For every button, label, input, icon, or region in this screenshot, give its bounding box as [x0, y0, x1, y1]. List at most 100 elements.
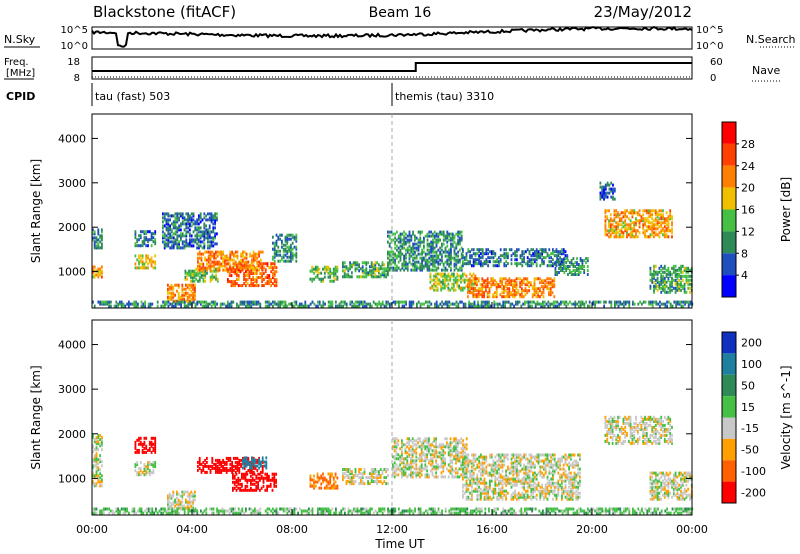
nsky-tick-bottom: 10^0: [61, 41, 88, 52]
xtick-label-4: 16:00: [476, 523, 508, 536]
nave-label: Nave: [752, 64, 780, 77]
nsearch-label: N.Search: [746, 33, 796, 46]
nsky-series-line: [91, 25, 693, 48]
velocity-ytick-label: 2000: [58, 428, 86, 441]
station-title: Blackstone (fitACF): [93, 3, 236, 21]
power-region-16: [554, 257, 589, 276]
velocity-region-4: [197, 456, 264, 474]
power-colorbar-swatch-4: [722, 209, 736, 232]
velocity-region-7: [309, 472, 339, 490]
power-region-14: [462, 248, 569, 268]
cpid-label: CPID: [6, 90, 35, 103]
freq-series-line: [92, 62, 692, 72]
nsearch-tick-bottom: 10^0: [696, 41, 723, 52]
power-region-10: [309, 265, 339, 283]
velocity-ylabel: Slant Range [km]: [29, 365, 43, 469]
power-region-20: [92, 300, 694, 308]
power-region-7: [227, 262, 278, 288]
power-colorbar-swatch-3: [722, 187, 736, 210]
xtick-label-1: 04:00: [176, 523, 208, 536]
power-colorbar-title: Power [dB]: [779, 177, 793, 242]
velocity-region-13: [92, 507, 694, 515]
xtick-label-3: 12:00: [376, 523, 408, 536]
freq-tick-top: 18: [67, 57, 80, 68]
power-colorbar-label: 16: [741, 204, 755, 217]
velocity-ytick-label: 4000: [58, 339, 86, 352]
velocity-colorbar-label: 200: [741, 337, 762, 350]
nsky-panel-frame: [91, 26, 693, 50]
velocity-colorbar-label: 50: [741, 379, 755, 392]
freq-tick-bottom: 8: [74, 73, 80, 84]
power-colorbar-label: 24: [741, 160, 755, 173]
x-axis-title: Time UT: [374, 537, 425, 551]
xtick-label-5: 20:00: [576, 523, 608, 536]
power-colorbar-label: 20: [741, 182, 755, 195]
velocity-colorbar-label: 15: [741, 401, 755, 414]
power-colorbar-label: 8: [741, 247, 748, 260]
velocity-colorbar-swatch-3: [722, 396, 736, 418]
velocity-colorbar-swatch-1: [722, 353, 736, 375]
velocity-colorbar-label: -100: [741, 465, 766, 478]
beam-label: Beam 16: [369, 5, 432, 21]
power-ytick-label: 3000: [58, 177, 86, 190]
velocity-colorbar-label: -15: [741, 422, 759, 435]
date-label: 23/May/2012: [594, 3, 692, 21]
nsky-label: N.Sky: [4, 33, 36, 46]
velocity-region-9: [392, 437, 468, 479]
nsky-tick-top: 10^5: [61, 25, 88, 36]
velocity-colorbar-swatch-6: [722, 460, 736, 482]
power-ytick-label: 1000: [58, 266, 86, 279]
power-region-19: [649, 264, 693, 294]
velocity-colorbar-swatch-5: [722, 438, 736, 461]
power-region-9: [272, 233, 298, 263]
freq-panel-frame: [91, 56, 693, 80]
velocity-colorbar-frame: [721, 331, 737, 504]
velocity-region-3: [167, 490, 196, 510]
xtick-label-2: 08:00: [276, 523, 308, 536]
freq-label: Freq.: [4, 57, 29, 68]
power-colorbar-swatch-7: [722, 275, 736, 297]
power-colorbar-swatch-0: [722, 122, 736, 144]
nave-tick-bottom: 0: [710, 73, 716, 84]
velocity-region-6: [232, 472, 277, 492]
xtick-label-6: 00:00: [676, 523, 708, 536]
power-region-8: [162, 212, 218, 250]
power-panel: [91, 113, 739, 309]
nave-tick-top: 60: [710, 57, 723, 68]
velocity-colorbar-title: Velocity [m s^-1]: [779, 365, 793, 469]
velocity-colorbar-swatch-2: [722, 374, 736, 397]
velocity-colorbar-label: 100: [741, 358, 762, 371]
velocity-ytick-label: 1000: [58, 472, 86, 485]
power-colorbar-label: 28: [741, 138, 755, 151]
velocity-colorbar-swatch-0: [722, 332, 736, 354]
power-ylabel: Slant Range [km]: [29, 159, 43, 263]
xtick-label-0: 00:00: [76, 523, 108, 536]
velocity-region-1: [134, 436, 157, 454]
velocity-region-2: [134, 461, 157, 477]
power-region-4: [167, 283, 196, 303]
velocity-colorbar-label: -50: [741, 444, 759, 457]
velocity-panel: [91, 319, 737, 516]
velocity-ytick-label: 3000: [58, 383, 86, 396]
power-region-15: [467, 277, 556, 299]
power-colorbar-label: 12: [741, 225, 755, 238]
power-region-17: [599, 181, 616, 201]
cpid-segment-label-0: tau (fast) 503: [95, 90, 170, 103]
cpid-segment-label-1: themis (tau) 3310: [395, 90, 494, 103]
nsearch-tick-top: 10^5: [696, 25, 723, 36]
power-region-11: [342, 261, 389, 279]
power-ytick-label: 4000: [58, 132, 86, 145]
velocity-region-8: [342, 468, 389, 486]
power-region-12: [387, 230, 463, 272]
power-region-18: [604, 209, 673, 239]
velocity-region-12: [649, 471, 693, 501]
power-colorbar-swatch-1: [722, 143, 736, 166]
velocity-region-5: [242, 456, 268, 470]
power-colorbar-label: 4: [741, 269, 748, 282]
velocity-region-10: [462, 453, 581, 501]
power-colorbar-swatch-2: [722, 165, 736, 188]
power-region-0: [92, 228, 103, 250]
power-region-2: [134, 254, 157, 270]
power-region-1: [92, 265, 103, 279]
